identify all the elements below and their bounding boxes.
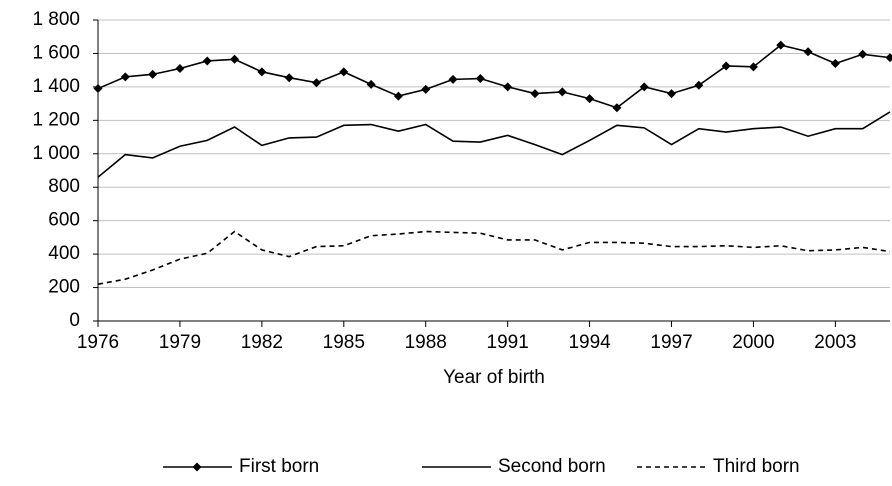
series-line	[97, 230, 891, 285]
point-marker	[639, 82, 649, 92]
series-line	[97, 44, 891, 109]
point-marker	[475, 74, 485, 84]
point-marker	[612, 103, 622, 113]
point-marker	[748, 62, 758, 72]
x-tick-label: 1997	[650, 332, 692, 353]
point-marker	[448, 74, 458, 84]
point-marker	[721, 61, 731, 71]
y-tick-label: 1 600	[32, 42, 80, 63]
x-tick-label: 1991	[487, 332, 529, 353]
y-tick-label: 200	[48, 277, 80, 298]
y-tick-label: 800	[48, 176, 80, 197]
point-marker	[311, 78, 321, 88]
point-marker	[776, 40, 786, 50]
point-marker	[284, 73, 294, 83]
legend-label: Third born	[713, 456, 800, 477]
point-marker	[694, 80, 704, 90]
point-marker	[175, 63, 185, 73]
point-marker	[667, 89, 677, 99]
legend-marker	[192, 462, 202, 472]
x-tick-label: 1985	[323, 332, 365, 353]
y-tick-label: 1 800	[32, 9, 80, 30]
y-tick-label: 1 400	[32, 76, 80, 97]
x-tick-label: 1994	[568, 332, 611, 353]
point-marker	[202, 56, 212, 66]
point-marker	[393, 91, 403, 101]
point-marker	[148, 69, 158, 79]
point-marker	[339, 67, 349, 77]
point-marker	[530, 89, 540, 99]
y-tick-label: 600	[48, 210, 80, 231]
y-tick-label: 0	[69, 310, 80, 331]
x-axis-title: Year of birth	[443, 367, 545, 388]
x-tick-label: 1979	[159, 332, 201, 353]
x-tick-label: 1976	[77, 332, 119, 353]
point-marker	[230, 54, 240, 64]
y-tick-label: 1 000	[32, 143, 80, 164]
x-tick-label: 1988	[405, 332, 447, 353]
series-line	[97, 111, 891, 178]
point-marker	[557, 87, 567, 97]
point-marker	[93, 84, 103, 94]
point-marker	[503, 82, 513, 92]
point-marker	[803, 47, 813, 57]
point-marker	[257, 67, 267, 77]
y-tick-label: 1 200	[32, 109, 80, 130]
point-marker	[366, 79, 376, 89]
x-tick-label: 2003	[814, 332, 856, 353]
x-tick-label: 1982	[241, 332, 283, 353]
y-tick-label: 400	[48, 243, 80, 264]
point-marker	[421, 84, 431, 94]
point-marker	[830, 58, 840, 68]
point-marker	[858, 49, 868, 59]
legend-label: First born	[239, 456, 319, 477]
point-marker	[120, 72, 130, 82]
x-tick-label: 2000	[732, 332, 774, 353]
point-marker	[885, 53, 892, 63]
point-marker	[585, 94, 595, 104]
legend-label: Second born	[498, 456, 606, 477]
